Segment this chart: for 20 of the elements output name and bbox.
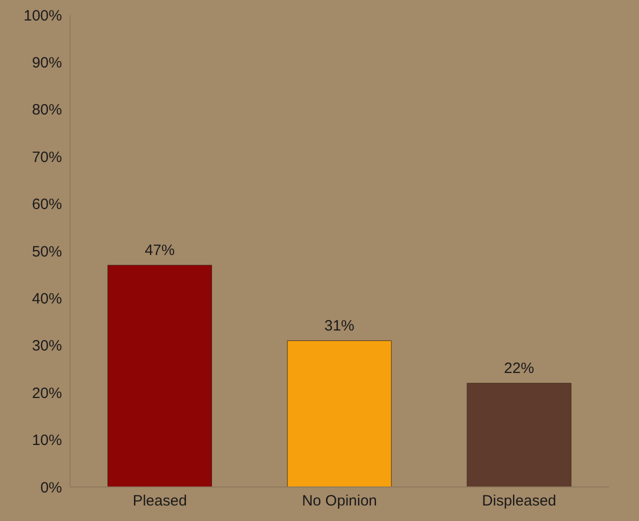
x-tick-label: Displeased	[482, 492, 556, 510]
y-tick-label: 20%	[32, 384, 62, 402]
x-tick-label: Pleased	[132, 492, 187, 510]
data-label: 31%	[324, 318, 354, 335]
x-tick-label: No Opinion	[302, 492, 378, 510]
y-tick-label: 80%	[32, 102, 62, 119]
y-tick-label: 100%	[24, 7, 62, 24]
y-tick-label: 40%	[32, 290, 62, 308]
data-label: 47%	[144, 242, 175, 260]
bar	[287, 340, 392, 487]
data-label: 22%	[504, 360, 534, 378]
y-tick-label: 0%	[40, 479, 62, 496]
bar	[466, 382, 572, 487]
y-tick-label: 90%	[32, 54, 62, 72]
y-tick-label: 30%	[32, 338, 62, 355]
bar	[107, 264, 212, 487]
y-tick-label: 70%	[32, 148, 62, 166]
y-tick-label: 50%	[32, 243, 62, 260]
y-tick-label: 60%	[32, 196, 62, 214]
y-tick-label: 10%	[32, 432, 62, 450]
